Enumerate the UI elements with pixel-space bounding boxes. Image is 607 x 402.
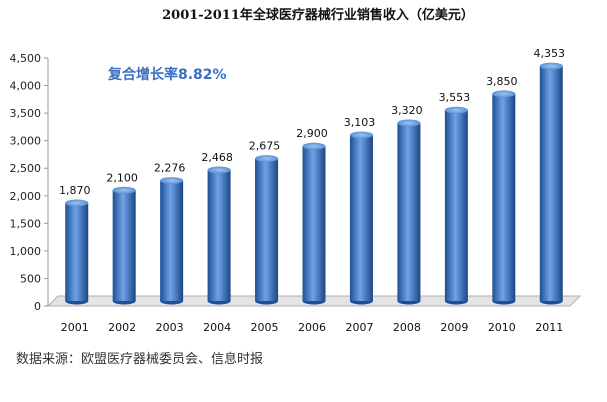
bar [349, 131, 373, 305]
y-tick-label: 4,000 [10, 80, 42, 93]
bar-body [492, 93, 516, 301]
bar-body [160, 180, 184, 301]
bar-body [539, 66, 563, 301]
bar [492, 90, 516, 305]
value-label: 3,553 [439, 91, 471, 104]
value-label: 2,100 [106, 171, 138, 184]
value-label: 2,468 [201, 151, 233, 164]
x-tick-label: 2011 [535, 321, 563, 334]
x-tick-label: 2002 [108, 321, 136, 334]
bar [539, 62, 563, 305]
value-label: 4,353 [534, 47, 566, 60]
bar-top [349, 131, 373, 139]
bar [397, 119, 421, 305]
bar-body [112, 190, 136, 301]
bar-body [255, 158, 279, 301]
y-tick-label: 3,500 [10, 107, 42, 120]
bar-chart: 2001-2011年全球医疗器械行业销售收入（亿美元） 复合增长率8.82% 0… [10, 7, 582, 334]
y-tick-label: 3,000 [10, 135, 42, 148]
bar-body [65, 202, 89, 301]
bar [255, 155, 279, 305]
x-tick-label: 2010 [488, 321, 516, 334]
y-tick-label: 500 [20, 272, 41, 285]
x-tick-label: 2007 [345, 321, 373, 334]
bar-top [444, 106, 468, 114]
bar [444, 106, 468, 305]
y-tick-label: 2,500 [10, 162, 42, 175]
bar-top [492, 90, 516, 98]
bar [302, 142, 326, 305]
bar-top [255, 155, 279, 163]
bar [207, 166, 231, 305]
bar-top [207, 166, 231, 174]
bar-body [349, 134, 373, 301]
x-tick-label: 2006 [298, 321, 326, 334]
y-tick-label: 2,000 [10, 190, 42, 203]
bar-top [397, 119, 421, 127]
bar [112, 186, 136, 305]
y-tick-label: 1,000 [10, 245, 42, 258]
value-label: 3,320 [391, 104, 423, 117]
x-tick-label: 2005 [251, 321, 279, 334]
y-tick-label: 0 [34, 300, 41, 313]
bar-body [444, 110, 468, 302]
bar [65, 199, 89, 305]
value-label: 2,900 [296, 127, 328, 140]
bar-top [302, 142, 326, 150]
bar-body [397, 123, 421, 301]
bar-body [302, 146, 326, 301]
y-tick-label: 4,500 [10, 52, 42, 65]
value-label: 3,850 [486, 75, 518, 88]
x-tick-label: 2008 [393, 321, 421, 334]
x-tick-label: 2003 [156, 321, 184, 334]
chart-title: 2001-2011年全球医疗器械行业销售收入（亿美元） [162, 7, 474, 23]
value-label: 1,870 [59, 184, 91, 197]
value-label: 2,276 [154, 162, 186, 175]
x-tick-label: 2004 [203, 321, 231, 334]
bar-body [207, 169, 231, 301]
value-label: 2,675 [249, 140, 281, 153]
bar [160, 177, 184, 305]
bar-top [112, 186, 136, 194]
x-tick-label: 2009 [440, 321, 468, 334]
value-label: 3,103 [344, 116, 376, 129]
bar-top [160, 177, 184, 185]
x-tick-label: 2001 [61, 321, 89, 334]
growth-annotation: 复合增长率8.82% [107, 66, 227, 83]
bar-top [65, 199, 89, 207]
source-note: 数据来源：欧盟医疗器械委员会、信息时报 [16, 352, 264, 367]
y-tick-label: 1,500 [10, 217, 42, 230]
bar-top [539, 62, 563, 70]
